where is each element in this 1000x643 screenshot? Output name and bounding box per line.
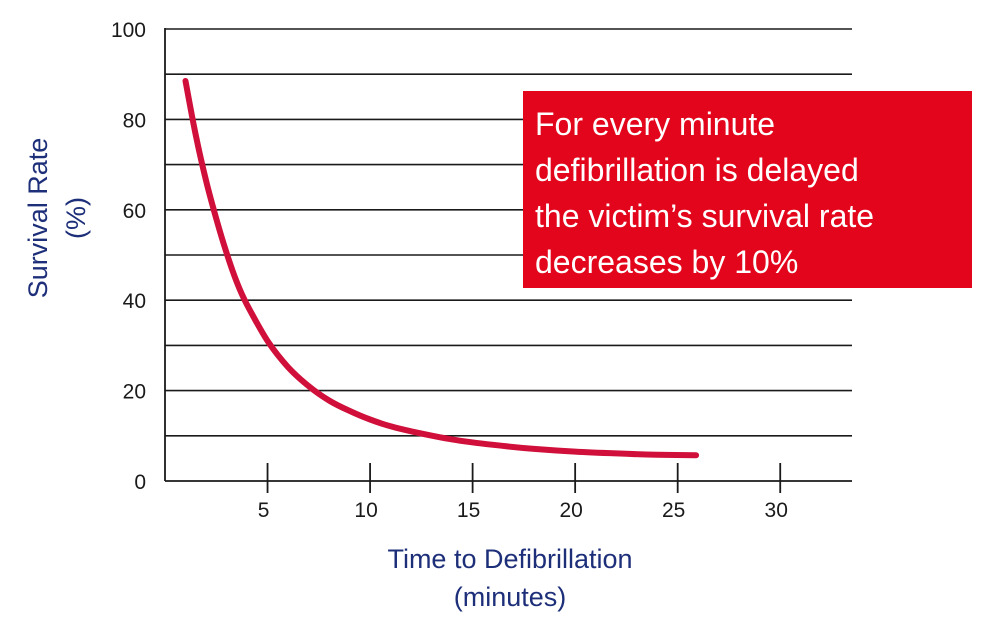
x-tick-label: 30 — [765, 499, 788, 522]
y-axis-title: Survival Rate — [23, 138, 53, 299]
y-tick-label: 100 — [111, 19, 146, 42]
gridlines — [165, 28, 852, 437]
x-tick-label: 25 — [662, 499, 685, 522]
y-tick-label: 20 — [123, 381, 146, 404]
tick-labels: 0 20 40 60 80 100 5 10 15 20 25 30 — [111, 19, 788, 522]
callout-line: decreases by 10% — [535, 244, 799, 280]
y-tick-label: 0 — [134, 471, 146, 494]
axes — [164, 28, 852, 493]
callout-line: For every minute — [535, 106, 776, 142]
y-axis-title-unit: (%) — [61, 197, 91, 239]
axis-titles: Time to Defibrillation (minutes) Survival … — [23, 138, 633, 612]
y-tick-label: 60 — [123, 200, 146, 223]
y-tick-label: 40 — [123, 290, 146, 313]
x-axis-title: Time to Defibrillation — [387, 544, 632, 574]
y-tick-label: 80 — [123, 109, 146, 132]
callout-line: the victim’s survival rate — [535, 198, 875, 234]
series — [182, 78, 700, 459]
x-tick-label: 5 — [258, 499, 270, 522]
callout-box: For every minute defibrillation is delay… — [523, 91, 972, 288]
x-axis-title-unit: (minutes) — [454, 582, 567, 612]
x-tick-label: 10 — [354, 499, 377, 522]
callout-line: defibrillation is delayed — [535, 152, 859, 188]
x-tick-label: 20 — [559, 499, 582, 522]
survival-curve — [182, 78, 700, 459]
x-tick-label: 15 — [457, 499, 480, 522]
